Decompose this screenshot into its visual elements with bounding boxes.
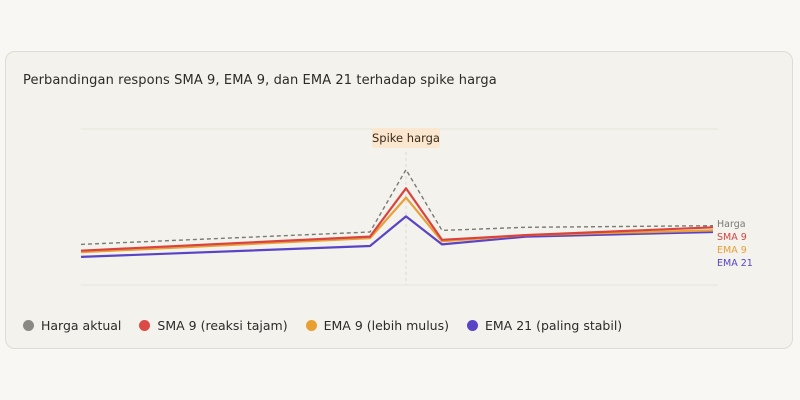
legend-label: EMA 9 (lebih mulus)	[323, 318, 449, 333]
legend-marker	[305, 320, 317, 331]
spike-annotation-label: Spike harga	[372, 131, 440, 145]
legend-marker	[467, 320, 478, 331]
legend-item-sma9[interactable]: SMA 9 (reaksi tajam)	[139, 318, 288, 333]
series-end-label-ema9: EMA 9	[717, 245, 747, 256]
series-line-ema21	[80, 215, 714, 258]
legend-item-ema9[interactable]: EMA 9 (lebih mulus)	[305, 318, 449, 333]
legend: Harga aktual SMA 9 (reaksi tajam) EMA 9 …	[23, 318, 622, 333]
legend-item-harga[interactable]: Harga aktual	[23, 318, 121, 333]
legend-marker	[139, 320, 151, 331]
series-line-sma9	[80, 187, 714, 252]
series-layer	[80, 168, 714, 258]
chart-title: Perbandingan respons SMA 9, EMA 9, dan E…	[23, 73, 497, 88]
series-end-label-harga: Harga	[717, 219, 746, 230]
series-end-label-sma9: SMA 9	[717, 232, 747, 243]
legend-label: SMA 9 (reaksi tajam)	[157, 318, 288, 333]
end-labels: Harga SMA 9 EMA 9 EMA 21	[717, 219, 753, 269]
annotation-background	[372, 128, 440, 148]
legend-label: Harga aktual	[41, 318, 122, 333]
chart-plot: Spike harga Harga SMA 9 EMA 9 EMA 21	[80, 128, 753, 286]
series-line-harga	[80, 168, 714, 246]
legend-marker	[23, 320, 34, 331]
series-end-label-ema21: EMA 21	[717, 258, 753, 269]
chart-card: Perbandingan respons SMA 9, EMA 9, dan E…	[5, 51, 793, 349]
legend-item-ema21[interactable]: EMA 21 (paling stabil)	[467, 318, 622, 333]
legend-label: EMA 21 (paling stabil)	[485, 318, 623, 333]
